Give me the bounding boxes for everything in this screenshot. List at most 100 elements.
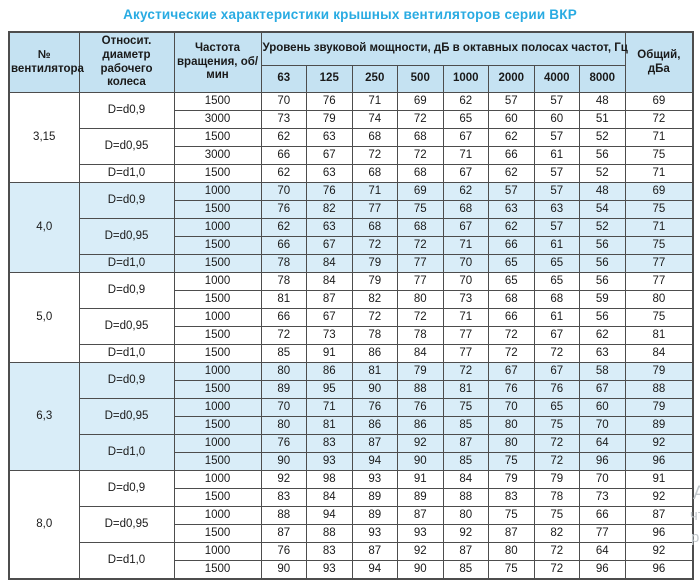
level-cell: 79: [306, 110, 353, 130]
speed-cell: 1000: [173, 506, 262, 526]
freq-header-cell: 4000: [533, 65, 580, 94]
level-cell: 69: [397, 92, 444, 112]
speed-cell: 1000: [173, 308, 262, 328]
level-cell: 89: [351, 506, 398, 526]
diameter-cell: D=d0,9: [78, 362, 175, 400]
level-cell: 88: [260, 506, 307, 526]
level-cell: 65: [442, 110, 489, 130]
level-cell: 65: [488, 272, 535, 292]
speed-cell: 1500: [173, 128, 262, 148]
fan-number-cell: 3,15: [8, 92, 80, 184]
speed-cell: 1000: [173, 542, 262, 562]
level-cell: 92: [397, 434, 444, 454]
level-cell: 95: [306, 380, 353, 400]
level-cell: 98: [306, 470, 353, 490]
level-cell: 96: [579, 452, 626, 472]
table-row: 1500 89 95 90 88 81 76 76 67 88: [9, 380, 694, 400]
table-row: 1500 66 67 72 72 71 66 61 56 75: [9, 236, 694, 256]
level-cell: 84: [397, 344, 444, 364]
level-cell: 60: [533, 110, 580, 130]
level-cell: 83: [488, 488, 535, 508]
level-cell: 62: [260, 128, 307, 148]
level-cell: 63: [533, 200, 580, 220]
level-cell: 72: [351, 308, 398, 328]
table-row: 1500 76 82 77 75 68 63 63 54 75: [9, 200, 694, 220]
level-cell: 73: [579, 488, 626, 508]
level-cell: 58: [579, 362, 626, 382]
level-cell: 75: [533, 506, 580, 526]
level-cell: 70: [579, 470, 626, 490]
level-cell: 72: [351, 236, 398, 256]
total-cell: 92: [624, 434, 694, 454]
level-cell: 63: [579, 344, 626, 364]
level-cell: 71: [442, 236, 489, 256]
level-cell: 62: [488, 218, 535, 238]
level-cell: 67: [442, 218, 489, 238]
table-row: D=d1,0 1500 78 84 79 77 70 65 65 56 77: [9, 254, 694, 274]
level-cell: 71: [442, 308, 489, 328]
level-cell: 82: [351, 290, 398, 310]
level-cell: 72: [533, 344, 580, 364]
diameter-cell: D=d1,0: [78, 164, 175, 184]
level-cell: 66: [260, 146, 307, 166]
level-cell: 93: [397, 524, 444, 544]
level-cell: 87: [351, 542, 398, 562]
level-cell: 84: [306, 254, 353, 274]
table-row: D=d1,0 1000 76 83 87 92 87 80 72 64 92: [9, 542, 694, 580]
level-cell: 89: [397, 488, 444, 508]
total-cell: 89: [624, 416, 694, 436]
speed-cell: 1500: [173, 488, 262, 508]
level-cell: 78: [351, 326, 398, 346]
level-cell: 75: [442, 398, 489, 418]
level-cell: 87: [488, 524, 535, 544]
level-cell: 84: [306, 488, 353, 508]
level-cell: 66: [488, 146, 535, 166]
table-body: 3,15 D=d0,9 1500 70 76 71 69 62 57 57 48 69 3000 73 79…: [8, 92, 694, 580]
level-cell: 67: [488, 362, 535, 382]
table-row: D=d0,95 1000 66 67 72 72 71 66 61 56 75: [9, 308, 694, 346]
level-cell: 89: [260, 380, 307, 400]
level-cell: 76: [306, 92, 353, 112]
diameter-cell: D=d1,0: [78, 344, 175, 364]
level-cell: 72: [533, 452, 580, 472]
level-cell: 96: [579, 560, 626, 580]
level-cell: 92: [442, 524, 489, 544]
level-cell: 67: [442, 128, 489, 148]
level-cell: 68: [442, 200, 489, 220]
level-cell: 65: [488, 254, 535, 274]
speed-cell: 1500: [173, 236, 262, 256]
level-cell: 81: [260, 290, 307, 310]
table-row: D=d1,0 1500 62 63 68 68 67 62 57 52 71: [9, 164, 694, 184]
freq-header-cell: 8000: [579, 65, 626, 94]
level-cell: 67: [306, 146, 353, 166]
level-cell: 71: [351, 182, 398, 202]
level-cell: 82: [533, 524, 580, 544]
speed-cell: 1000: [173, 398, 262, 418]
level-cell: 76: [260, 200, 307, 220]
total-cell: 75: [624, 308, 694, 328]
level-cell: 76: [351, 398, 398, 418]
level-cell: 90: [260, 560, 307, 580]
level-cell: 87: [351, 434, 398, 454]
level-cell: 81: [306, 416, 353, 436]
level-cell: 90: [397, 560, 444, 580]
level-cell: 71: [351, 92, 398, 112]
level-cell: 68: [397, 128, 444, 148]
acoustic-table: № вентилятора Относит. диаметр рабочего …: [8, 31, 695, 580]
speed-cell: 1500: [173, 326, 262, 346]
level-cell: 62: [442, 182, 489, 202]
total-cell: 71: [624, 218, 694, 238]
level-cell: 72: [442, 362, 489, 382]
speed-cell: 1500: [173, 290, 262, 310]
total-cell: 81: [624, 326, 694, 346]
level-cell: 68: [488, 290, 535, 310]
level-cell: 93: [351, 470, 398, 490]
level-cell: 77: [397, 254, 444, 274]
table-row: D=d1,0 1000 76 83 87 92 87 80 72 64 92: [9, 434, 694, 472]
level-cell: 80: [397, 290, 444, 310]
level-cell: 56: [579, 236, 626, 256]
level-cell: 81: [442, 380, 489, 400]
level-cell: 74: [351, 110, 398, 130]
table-header: № вентилятора Относит. диаметр рабочего …: [8, 31, 694, 94]
level-cell: 67: [579, 380, 626, 400]
